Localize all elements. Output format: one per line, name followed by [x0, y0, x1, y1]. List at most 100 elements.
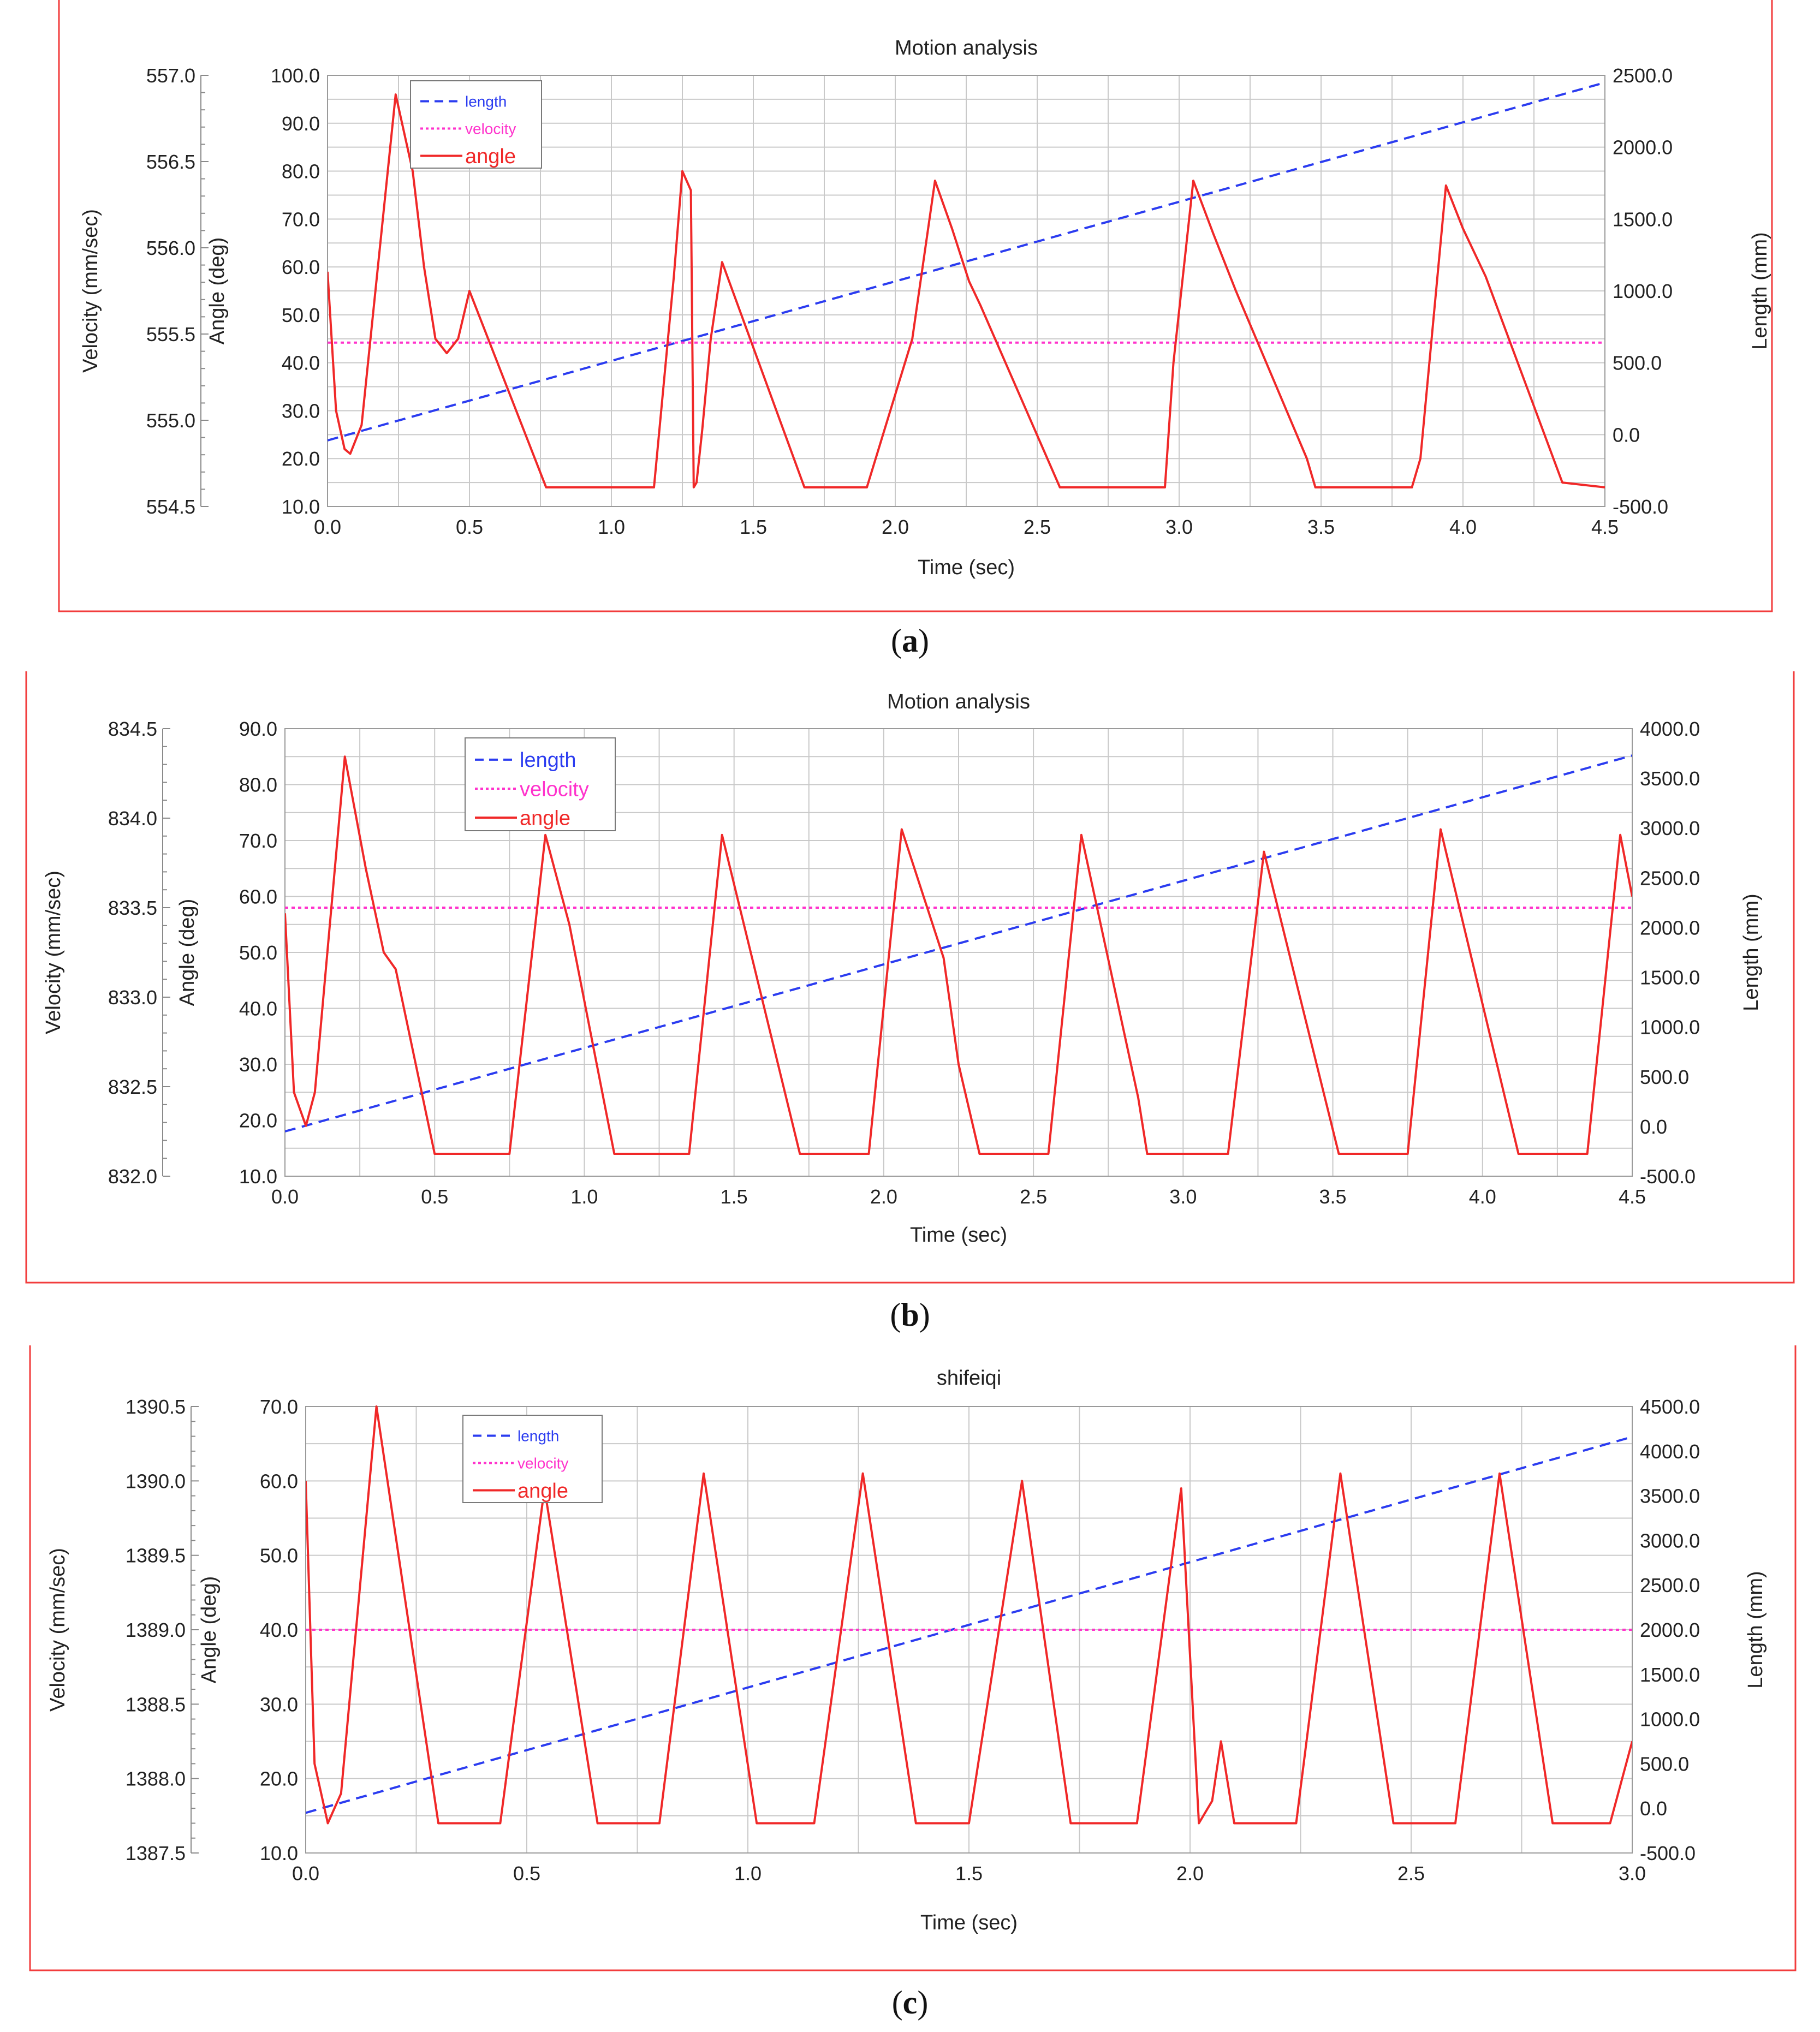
series-angle-line: [328, 93, 1605, 488]
angle-tick-label: 90.0: [282, 112, 320, 135]
x-tick-label: 4.0: [1469, 1185, 1496, 1208]
length-tick-label: -500.0: [1640, 1842, 1696, 1864]
legend-label-velocity: velocity: [465, 120, 516, 137]
chart-svg-b: 0.0 0.5 1.0 1.5 2.0 2.5 3.0 3.5 4.0 4.5 10.0 20.0 30…: [25, 671, 1795, 1284]
angle-tick-label: 20.0: [260, 1768, 298, 1790]
x-axis-title: Time (sec): [918, 556, 1015, 579]
series-angle-line: [285, 755, 1632, 1155]
x-tick-label: 0.5: [513, 1862, 540, 1885]
length-tick-label: 2500.0: [1640, 867, 1700, 889]
length-tick-label: 500.0: [1613, 352, 1662, 374]
length-tick-label: 1500.0: [1640, 967, 1700, 989]
x-tick-label: 2.5: [1020, 1185, 1047, 1208]
angle-tick-label: 100.0: [271, 64, 320, 87]
legend: length velocity angle: [410, 80, 542, 169]
legend-box: [410, 80, 542, 169]
legend-label-length: length: [518, 1427, 559, 1444]
series-length-line: [285, 754, 1632, 1133]
velocity-tick-label: 1388.5: [126, 1693, 186, 1715]
x-tick-label: 0.5: [456, 516, 483, 538]
x-tick-label: 3.0: [1619, 1862, 1646, 1885]
x-tick-label: 3.5: [1307, 516, 1335, 538]
angle-tick-label: 70.0: [282, 208, 320, 230]
length-tick-label: 2000.0: [1613, 136, 1673, 159]
legend: length velocity angle: [462, 1415, 603, 1503]
angle-tick-label: 10.0: [260, 1842, 298, 1864]
velocity-tick-label: 1389.0: [126, 1619, 186, 1641]
length-axis-title: Length (mm): [1740, 893, 1763, 1011]
x-tick-label: 2.0: [870, 1185, 897, 1208]
figure-caption-a: (a): [891, 623, 929, 659]
angle-axis-title: Angle (deg): [206, 237, 229, 344]
velocity-axis-title: Velocity (mm/sec): [46, 1548, 69, 1712]
angle-tick-label: 60.0: [282, 256, 320, 278]
caption-letter: b: [901, 1297, 919, 1333]
length-tick-label: 2500.0: [1640, 1574, 1700, 1596]
chart-panel-c: 0.0 0.5 1.0 1.5 2.0 2.5 3.0 10.0 20.0 30.0 40.0 50.…: [0, 1345, 1820, 2021]
angle-axis-title: Angle (deg): [176, 899, 199, 1006]
x-tick-label: 3.0: [1169, 1185, 1197, 1208]
length-axis-title: Length (mm): [1748, 232, 1771, 349]
velocity-tick-label: 834.0: [108, 807, 157, 830]
x-tick-label: 4.5: [1619, 1185, 1646, 1208]
velocity-tick-label: 832.0: [108, 1165, 157, 1188]
length-axis-title: Length (mm): [1744, 1571, 1767, 1688]
length-tick-label: 1000.0: [1640, 1708, 1700, 1731]
panel-frame: [58, 0, 1773, 612]
length-tick-label: 2000.0: [1640, 916, 1700, 939]
legend: length velocity angle: [465, 737, 616, 831]
velocity-tick-label: 556.5: [146, 151, 195, 173]
angle-tick-label: 60.0: [239, 886, 277, 908]
length-tick-label: 1500.0: [1613, 208, 1673, 230]
length-tick-label: 3500.0: [1640, 767, 1700, 790]
legend-label-angle: angle: [465, 145, 516, 168]
velocity-tick-label: 557.0: [146, 64, 195, 87]
length-tick-label: 1000.0: [1640, 1016, 1700, 1039]
x-tick-label: 2.0: [882, 516, 909, 538]
velocity-axis-title: Velocity (mm/sec): [79, 209, 102, 373]
caption-letter: a: [902, 623, 918, 659]
panel-frame: [25, 671, 1795, 1284]
legend-label-length: length: [520, 749, 576, 772]
angle-tick-label: 70.0: [260, 1396, 298, 1418]
length-tick-label: -500.0: [1640, 1165, 1696, 1188]
length-tick-label: 0.0: [1640, 1797, 1667, 1820]
chart-panel-a: 0.0 0.5 1.0 1.5 2.0 2.5 3.0 3.5 4.0 4.5 10.0 20.0 30…: [0, 0, 1820, 659]
x-tick-label: 4.5: [1591, 516, 1619, 538]
length-tick-label: 500.0: [1640, 1066, 1689, 1088]
plot-border: [284, 728, 1633, 1177]
angle-tick-label: 50.0: [282, 304, 320, 326]
angle-tick-label: 30.0: [282, 400, 320, 422]
length-tick-label: 1500.0: [1640, 1664, 1700, 1686]
angle-tick-label: 30.0: [239, 1053, 277, 1076]
length-tick-label: 4000.0: [1640, 1440, 1700, 1463]
velocity-tick-label: 554.5: [146, 496, 195, 518]
x-tick-label: 0.0: [314, 516, 341, 538]
angle-axis-title: Angle (deg): [198, 1576, 221, 1683]
legend-box: [462, 1415, 603, 1503]
length-tick-label: 4500.0: [1640, 1396, 1700, 1418]
x-tick-label: 2.0: [1176, 1862, 1204, 1885]
chart-title: Motion analysis: [887, 690, 1030, 713]
x-tick-label: 4.0: [1449, 516, 1477, 538]
angle-tick-label: 60.0: [260, 1470, 298, 1492]
length-tick-label: 3500.0: [1640, 1485, 1700, 1507]
angle-tick-label: 40.0: [260, 1619, 298, 1641]
length-tick-label: 500.0: [1640, 1753, 1689, 1775]
angle-tick-label: 80.0: [282, 160, 320, 183]
velocity-tick-label: 1390.0: [126, 1470, 186, 1492]
legend-label-velocity: velocity: [518, 1455, 568, 1471]
x-axis-title: Time (sec): [910, 1224, 1007, 1247]
x-tick-label: 0.0: [292, 1862, 319, 1885]
angle-tick-label: 10.0: [239, 1165, 277, 1188]
length-tick-label: 3000.0: [1640, 817, 1700, 839]
length-tick-label: 0.0: [1640, 1116, 1667, 1138]
length-tick-label: 2000.0: [1640, 1619, 1700, 1641]
angle-tick-label: 10.0: [282, 496, 320, 518]
angle-tick-label: 70.0: [239, 830, 277, 852]
angle-tick-label: 80.0: [239, 774, 277, 796]
velocity-tick-label: 832.5: [108, 1076, 157, 1098]
panel-frame: [29, 1345, 1797, 1971]
legend-label-angle: angle: [518, 1480, 568, 1503]
series-length-line: [328, 81, 1605, 442]
